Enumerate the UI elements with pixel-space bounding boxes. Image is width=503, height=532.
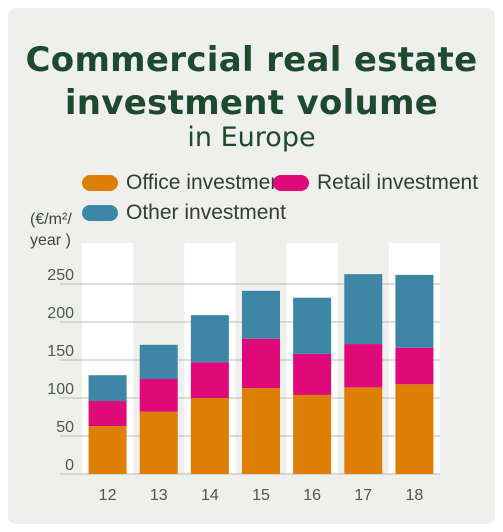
bar-segment-office-investment [344,387,383,474]
x-tick-label: 13 [150,487,168,504]
bar-segment-office-investment [293,394,332,474]
bar-segment-retail-investment [344,344,383,388]
y-axis-unit-line-2: year ) [30,232,71,249]
bar-segment-office-investment [88,426,127,474]
bar-segment-office-investment [242,388,280,474]
legend-swatch-retail [273,175,309,191]
bar-segment-other-investment [88,375,127,402]
legend-label-office: Office investment [126,171,288,194]
y-tick-label: 0 [65,457,74,474]
y-axis-unit-line-1: (€/m²/ [30,211,72,228]
y-tick-label: 200 [47,305,74,322]
bar-segment-other-investment [242,290,280,339]
bar-segment-retail-investment [88,401,127,427]
x-tick-label: 15 [252,487,270,504]
bar-segment-retail-investment [190,362,229,398]
legend-label-retail: Retail investment [317,171,479,194]
x-tick-label: 14 [201,487,219,504]
chart-subtitle: in Europe [187,122,316,153]
legend-swatch-other [82,205,118,221]
y-tick-label: 150 [47,343,74,360]
bar-segment-other-investment [139,344,178,379]
chart-title-line-2: investment volume [64,83,439,123]
bar-segment-office-investment [395,384,434,474]
y-tick-label: 100 [47,381,74,398]
legend-swatch-office [82,175,118,191]
bar-segment-retail-investment [395,347,434,385]
legend-item-retail: Retail investment [273,170,478,196]
x-tick-label: 18 [406,487,424,504]
y-tick-label: 50 [56,419,74,436]
y-axis-unit-label: (€/m²/ year ) [30,209,72,251]
bar-segment-office-investment [190,398,229,474]
bar-segment-retail-investment [242,338,280,389]
bar-segment-office-investment [139,411,178,474]
y-tick-label: 250 [47,267,74,284]
legend-item-office: Office investment [82,170,288,196]
x-tick-label: 16 [303,487,321,504]
x-tick-label: 17 [354,487,372,504]
x-tick-label: 12 [99,487,117,504]
bar-segment-other-investment [344,274,383,345]
bar-segment-retail-investment [139,379,178,412]
bar-segment-other-investment [395,274,434,348]
bar-segment-other-investment [293,297,332,354]
bar-segment-other-investment [190,315,229,363]
legend-item-other: Other investment [82,200,286,226]
legend-label-other: Other investment [126,201,286,224]
bar-segment-retail-investment [293,353,332,395]
chart-title-line-1: Commercial real estate [25,40,478,80]
